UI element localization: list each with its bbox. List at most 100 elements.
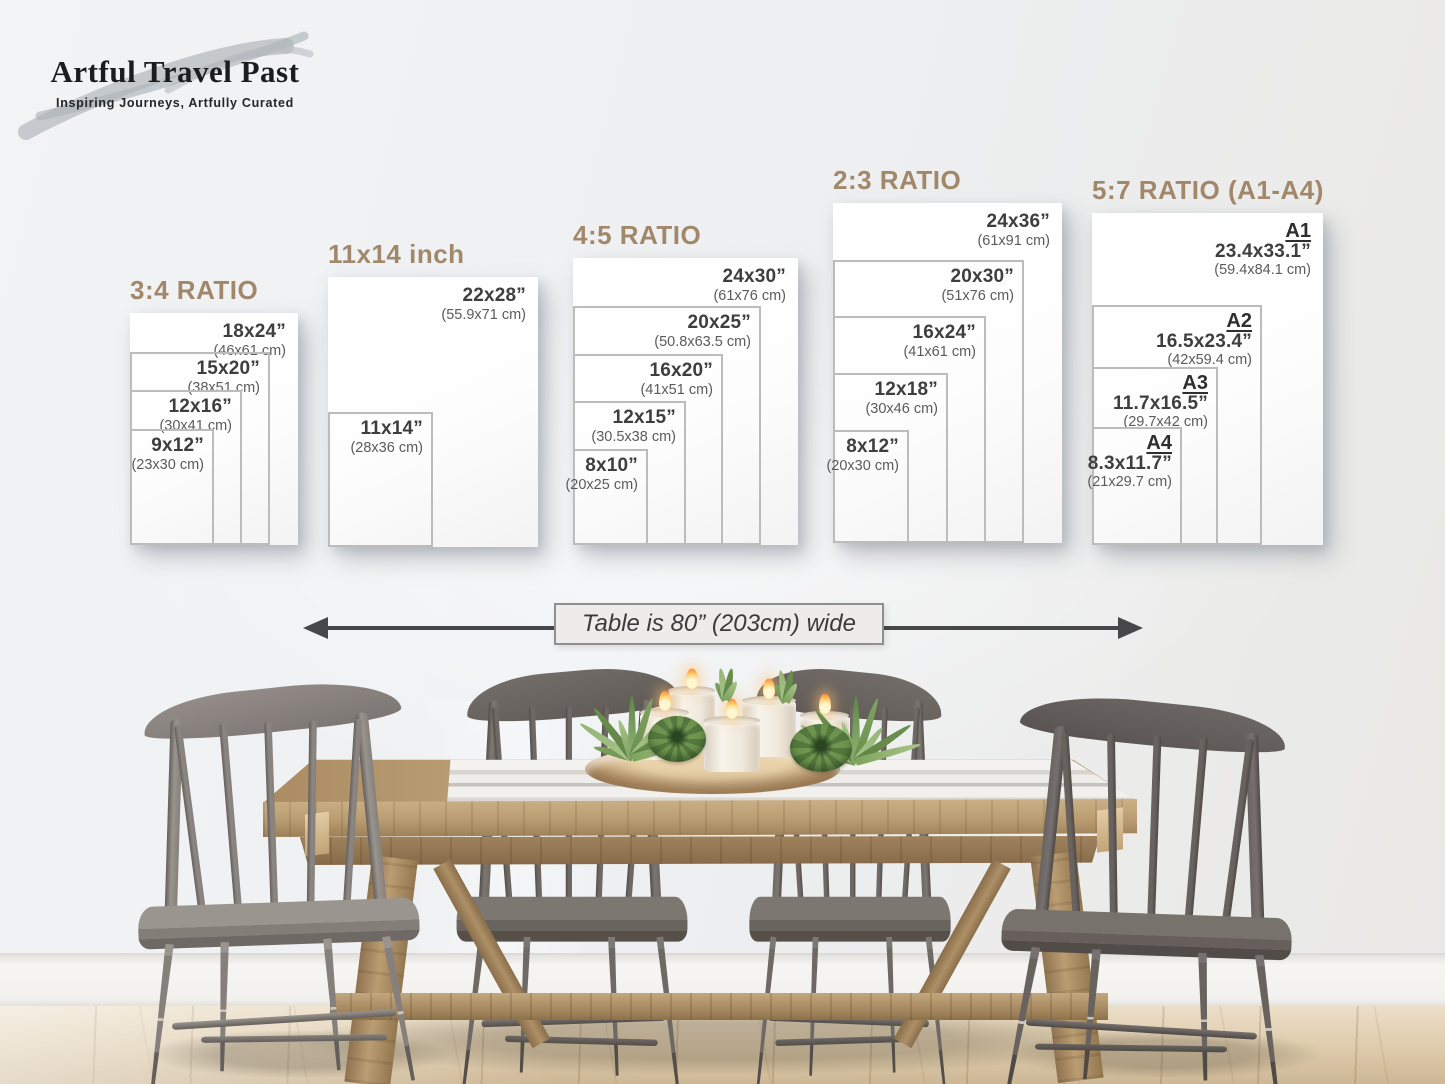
size-centimeters: (28x36 cm) xyxy=(350,440,423,456)
panel-title: 5:7 RATIO (A1-A4) xyxy=(1092,175,1324,205)
candle-flame-icon xyxy=(763,678,775,699)
size-centimeters: (46x61 cm) xyxy=(213,343,286,359)
size-centimeters: (61x91 cm) xyxy=(977,233,1050,249)
size-panel: 4:5 RATIO 24x30” (61x76 cm) 20x25” (50.8x63.… xyxy=(565,220,858,547)
size-panel: 2:3 RATIO 24x36” (61x91 cm) 20x30” (51x76 cm… xyxy=(826,165,1122,545)
size-centimeters: (23x30 cm) xyxy=(131,457,204,473)
size-label: 12x18” (30x46 cm) xyxy=(865,379,938,418)
size-centimeters: (20x30 cm) xyxy=(826,458,899,474)
candle-flame-icon xyxy=(818,693,831,714)
size-label: 9x12” (23x30 cm) xyxy=(131,435,204,474)
panel-title: 4:5 RATIO xyxy=(573,220,702,250)
size-centimeters: (61x76 cm) xyxy=(713,288,786,304)
chair-spindle xyxy=(264,721,279,911)
panel-title: 3:4 RATIO xyxy=(130,275,259,305)
size-rect: 8x10” (20x25 cm) xyxy=(565,449,648,545)
size-label: 12x15” (30.5x38 cm) xyxy=(591,407,676,446)
size-inches: 11.7x16.5” xyxy=(1113,393,1208,414)
size-inches: 9x12” xyxy=(151,435,204,456)
size-label: 8x10” (20x25 cm) xyxy=(565,455,638,494)
candle-flame-icon xyxy=(726,698,738,719)
size-panel: 3:4 RATIO 18x24” (46x61 cm) 15x20” (38x51 cm… xyxy=(130,275,358,547)
size-label: A2 16.5x23.4” (42x59.4 cm) xyxy=(1156,310,1252,369)
size-inches: 8x10” xyxy=(585,455,638,476)
chair-stretcher xyxy=(1034,1043,1227,1053)
paper-size-name: A1 xyxy=(1285,220,1311,242)
poster-preview: A1 23.4x33.1” (59.4x84.1 cm) A2 16.5x23.4” (4… xyxy=(1087,213,1323,545)
size-inches: 12x16” xyxy=(168,396,232,417)
size-centimeters: (55.9x71 cm) xyxy=(441,307,526,323)
poster-preview: 24x30” (61x76 cm) 20x25” (50.8x63.5 cm) 16x2… xyxy=(565,258,798,545)
candle-flame-icon xyxy=(658,690,671,711)
size-centimeters: (42x59.4 cm) xyxy=(1167,352,1252,368)
size-label: 22x28” (55.9x71 cm) xyxy=(441,285,526,324)
brand-tagline: Inspiring Journeys, Artfully Curated xyxy=(56,96,294,110)
size-centimeters: (29.7x42 cm) xyxy=(1123,414,1208,430)
size-label: 20x25” (50.8x63.5 cm) xyxy=(654,312,751,351)
chair-body xyxy=(128,674,427,1084)
chair-spindle xyxy=(218,723,243,912)
size-inches: 20x25” xyxy=(687,312,751,333)
size-inches: 22x28” xyxy=(462,285,526,306)
table-stretcher-beam xyxy=(330,993,1108,1020)
chair-body xyxy=(994,688,1301,1084)
chair-leg xyxy=(214,942,233,1071)
size-centimeters: (30.5x38 cm) xyxy=(591,429,676,445)
size-label: 20x30” (51x76 cm) xyxy=(941,266,1014,305)
table-apron xyxy=(300,836,1100,865)
size-rect: 8x12” (20x30 cm) xyxy=(826,430,909,543)
size-label: 11x14” (28x36 cm) xyxy=(350,418,423,457)
size-rect: 11x14” (28x36 cm) xyxy=(328,412,433,547)
size-centimeters: (21x29.7 cm) xyxy=(1087,474,1172,490)
chair-stretcher xyxy=(775,1035,909,1047)
size-inches: 24x36” xyxy=(986,211,1050,232)
poster-preview: 22x28” (55.9x71 cm) 11x14” (28x36 cm) xyxy=(328,277,538,547)
dining-chair xyxy=(994,688,1301,1084)
size-inches: 16x20” xyxy=(649,360,713,381)
chair-leg xyxy=(1194,953,1213,1081)
size-rect: A2 16.5x23.4” (42x59.4 cm) xyxy=(1092,305,1262,545)
paper-size-name: A3 xyxy=(1182,372,1208,394)
size-panel: 5:7 RATIO (A1-A4) A1 23.4x33.1” (59.4x84.1 … xyxy=(1087,175,1383,547)
size-inches: 12x15” xyxy=(612,407,676,428)
paper-size-name: A2 xyxy=(1226,310,1252,332)
chair-spindle xyxy=(1060,732,1081,919)
panel-title: 2:3 RATIO xyxy=(833,165,962,195)
plant-leaf xyxy=(628,695,636,758)
size-centimeters: (50.8x63.5 cm) xyxy=(654,334,751,350)
size-label: A4 8.3x11.7” (21x29.7 cm) xyxy=(1087,433,1172,491)
plant-leaf xyxy=(852,696,860,762)
candle-flame-icon xyxy=(685,668,698,689)
poster-preview: 24x36” (61x91 cm) 20x30” (51x76 cm) 16x24” (4… xyxy=(826,203,1062,543)
size-label: 16x20” (41x51 cm) xyxy=(640,360,713,399)
size-inches: 16x24” xyxy=(912,322,976,343)
size-panel: 11x14 inch 22x28” (55.9x71 cm) 11x14” (28x36… xyxy=(328,239,598,549)
chair-leg xyxy=(378,935,421,1081)
chair-leg xyxy=(319,938,347,1071)
chair-seat xyxy=(749,896,951,942)
size-inches: 15x20” xyxy=(196,358,260,379)
succulent-rosette xyxy=(648,716,706,762)
chair-leg xyxy=(1251,954,1285,1084)
size-label: A1 23.4x33.1” (59.4x84.1 cm) xyxy=(1214,220,1311,279)
chair-stretcher xyxy=(201,1034,388,1043)
chair-seat xyxy=(1001,908,1293,961)
size-label: 16x24” (41x61 cm) xyxy=(903,322,976,361)
size-label: 24x30” (61x76 cm) xyxy=(713,266,786,305)
pillar-candle xyxy=(704,716,760,772)
chair-leg xyxy=(1076,949,1105,1080)
size-inches: 8x12” xyxy=(846,436,899,457)
chair-stretcher xyxy=(1025,1018,1258,1040)
size-inches: 24x30” xyxy=(722,266,786,287)
chair-stretcher xyxy=(171,1009,397,1030)
size-rect: A4 8.3x11.7” (21x29.7 cm) xyxy=(1087,427,1182,545)
chair-seat xyxy=(456,896,688,942)
size-rect: A3 11.7x16.5” (29.7x42 cm) xyxy=(1092,367,1218,545)
size-centimeters: (41x61 cm) xyxy=(903,344,976,360)
size-centimeters: (30x46 cm) xyxy=(865,401,938,417)
size-centimeters: (41x51 cm) xyxy=(640,382,713,398)
size-inches: 8.3x11.7” xyxy=(1087,453,1172,474)
chair-leg xyxy=(145,944,178,1084)
size-label: 24x36” (61x91 cm) xyxy=(977,211,1050,250)
